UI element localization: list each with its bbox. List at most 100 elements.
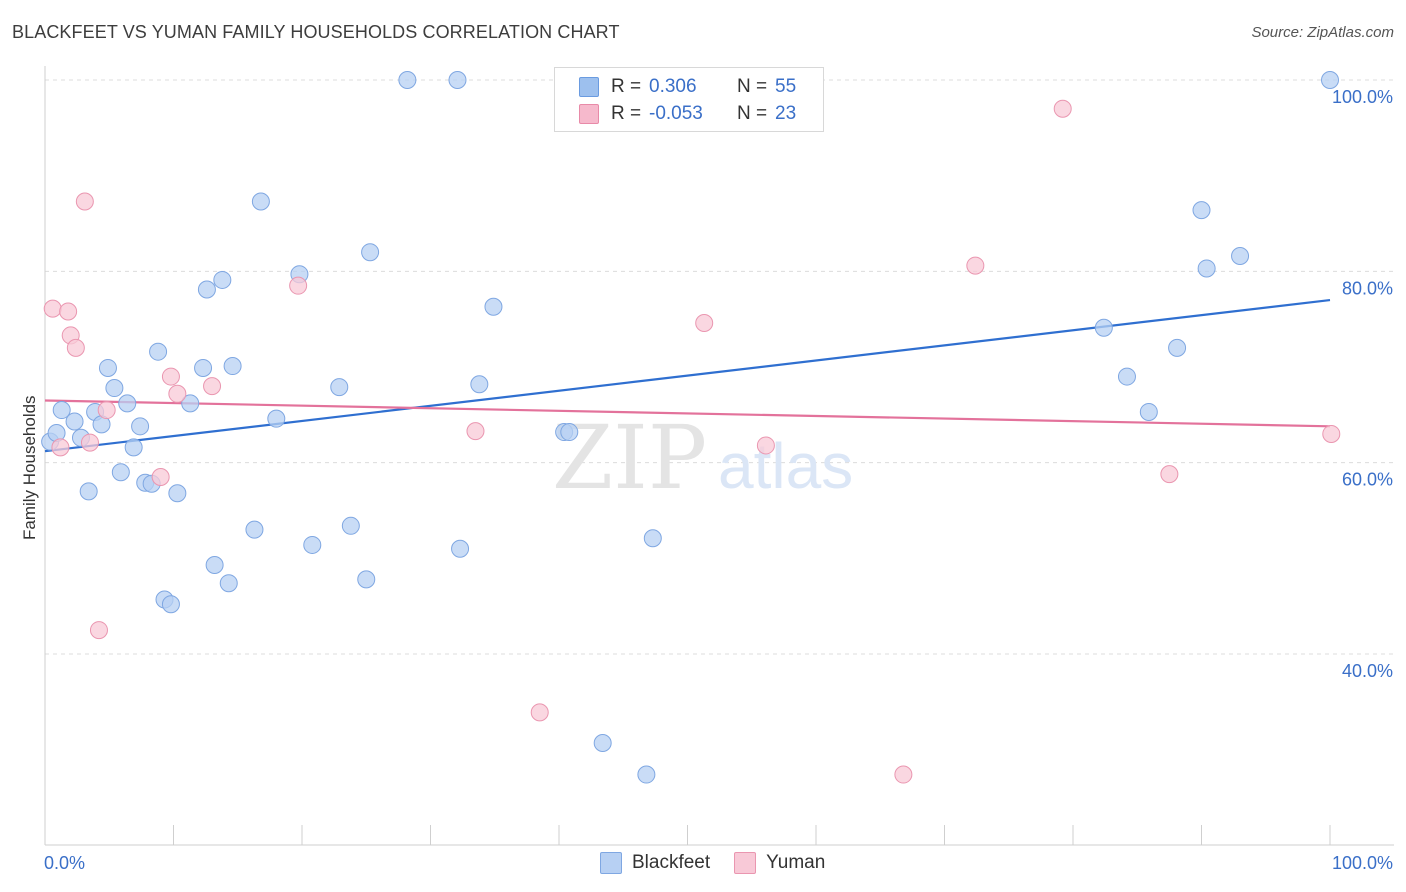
legend-n-label: N = [737, 76, 768, 97]
y-axis-label: Family Households [20, 395, 39, 540]
legend-swatch-yuman [734, 852, 757, 874]
point-yuman [75, 192, 94, 211]
legend-r-label: R = [611, 76, 642, 97]
legend-r-value: -0.053 [649, 103, 703, 124]
point-blackfeet [52, 401, 71, 420]
point-blackfeet [1192, 201, 1211, 220]
point-yuman [66, 338, 85, 357]
point-blackfeet [219, 574, 238, 593]
point-yuman [51, 438, 70, 457]
legend-r-label: R = [611, 103, 642, 124]
axes [44, 66, 1394, 846]
point-blackfeet [398, 71, 417, 89]
legend-n-value: 55 [775, 76, 797, 97]
point-yuman [161, 367, 180, 386]
point-yuman [756, 436, 775, 455]
point-yuman [530, 703, 549, 722]
point-blackfeet [149, 342, 168, 361]
y-tick-label: 100.0% [1332, 87, 1393, 107]
point-blackfeet [131, 417, 150, 436]
point-yuman [466, 422, 485, 441]
point-blackfeet [303, 535, 322, 554]
point-blackfeet [1231, 247, 1250, 266]
legend-n-label: N = [737, 103, 768, 124]
legend-row-yuman: R = -0.053 N = 23 [579, 102, 796, 126]
point-yuman [80, 433, 99, 452]
point-blackfeet [79, 482, 98, 501]
point-yuman [203, 377, 222, 396]
point-yuman [695, 313, 714, 332]
point-yuman [894, 765, 913, 784]
legend-r-value: 0.306 [649, 76, 697, 97]
x-tick-label: 0.0% [44, 853, 85, 873]
point-blackfeet [470, 375, 489, 394]
legend-swatch-blackfeet [579, 77, 599, 97]
point-yuman [97, 401, 116, 420]
point-blackfeet [205, 556, 224, 575]
point-yuman [966, 256, 985, 275]
legend-label-yuman: Yuman [766, 852, 826, 873]
point-yuman [1053, 99, 1072, 118]
legend-row-blackfeet: R = 0.306 N = 55 [579, 75, 796, 99]
point-blackfeet [560, 423, 579, 442]
x-tick-label: 100.0% [1332, 853, 1393, 873]
gridlines [45, 79, 1394, 655]
point-blackfeet [161, 595, 180, 614]
point-blackfeet [197, 280, 216, 299]
point-blackfeet [637, 765, 656, 784]
point-blackfeet [1094, 318, 1113, 337]
tick-labels: 40.0% 60.0% 80.0% 100.0% 0.0% 100.0% [44, 87, 1393, 873]
point-blackfeet [267, 409, 286, 428]
watermark-atlas: atlas [718, 430, 853, 502]
point-blackfeet [593, 733, 612, 752]
point-yuman [89, 621, 108, 640]
point-blackfeet [223, 357, 242, 376]
point-blackfeet [451, 539, 470, 558]
point-blackfeet [181, 394, 200, 413]
legend-item-yuman[interactable]: Yuman [734, 852, 825, 874]
trend-line-blackfeet [44, 298, 1331, 453]
point-yuman [1160, 465, 1179, 484]
point-yuman [168, 384, 187, 403]
legend-n-value: 23 [775, 103, 797, 124]
point-blackfeet [105, 379, 124, 398]
point-blackfeet [124, 438, 143, 457]
y-tick-label: 80.0% [1342, 278, 1393, 298]
points [41, 71, 1341, 784]
point-blackfeet [251, 192, 270, 211]
correlation-legend: R = 0.306 N = 55 R = -0.053 N = 23 [554, 67, 824, 132]
point-yuman [43, 299, 62, 318]
legend-label-blackfeet: Blackfeet [632, 852, 711, 873]
point-blackfeet [194, 358, 213, 377]
point-blackfeet [245, 520, 264, 539]
legend-item-blackfeet[interactable]: Blackfeet [600, 852, 710, 874]
point-yuman [1322, 424, 1341, 443]
trend-lines [44, 298, 1331, 453]
point-blackfeet [361, 243, 380, 262]
trend-line-yuman [44, 399, 1331, 428]
series-legend: Blackfeet Yuman [600, 852, 849, 874]
point-blackfeet [65, 412, 84, 431]
point-blackfeet [98, 358, 117, 377]
legend-swatch-yuman [579, 104, 599, 124]
point-yuman [59, 302, 78, 321]
point-blackfeet [357, 570, 376, 589]
point-blackfeet [118, 394, 137, 413]
point-blackfeet [1139, 402, 1158, 421]
point-blackfeet [168, 484, 187, 503]
watermark: ZIP atlas [552, 406, 853, 509]
point-blackfeet [643, 529, 662, 548]
point-blackfeet [111, 463, 130, 482]
legend-swatch-blackfeet [600, 852, 622, 874]
point-blackfeet [1321, 71, 1339, 89]
point-blackfeet [330, 378, 349, 397]
point-blackfeet [448, 71, 467, 89]
point-blackfeet [1197, 259, 1216, 278]
source-label: Source: ZipAtlas.com [1251, 24, 1394, 41]
watermark-zip: ZIP [552, 406, 707, 509]
point-blackfeet [484, 297, 503, 316]
y-tick-label: 40.0% [1342, 661, 1393, 681]
chart-title: BLACKFEET VS YUMAN FAMILY HOUSEHOLDS COR… [12, 22, 620, 42]
point-blackfeet [1168, 338, 1187, 357]
